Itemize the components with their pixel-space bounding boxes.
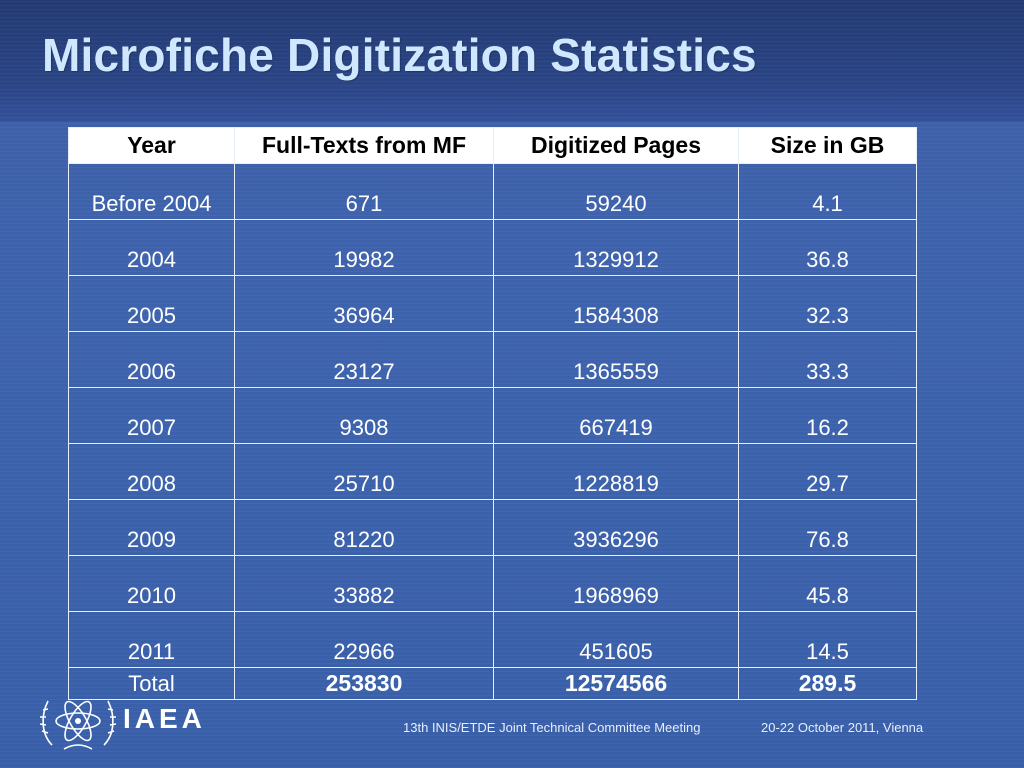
- cell-full-texts: 33882: [234, 555, 494, 612]
- cell-year: Before 2004: [68, 163, 235, 220]
- footer-date-text: 20-22 October 2011, Vienna: [761, 720, 924, 735]
- table-row: 2009 81220 3936296 76.8: [68, 499, 917, 556]
- page-title: Microfiche Digitization Statistics: [42, 29, 757, 81]
- cell-size-gb: 32.3: [738, 275, 917, 332]
- cell-digitized-pages: 1228819: [493, 443, 739, 500]
- column-header-size-gb: Size in GB: [738, 127, 917, 164]
- cell-year: 2007: [68, 387, 235, 444]
- cell-digitized-pages: 667419: [493, 387, 739, 444]
- table-row: 2006 23127 1365559 33.3: [68, 331, 917, 388]
- footer-meeting-text: 13th INIS/ETDE Joint Technical Committee…: [403, 720, 701, 735]
- cell-size-gb: 16.2: [738, 387, 917, 444]
- cell-digitized-pages: 3936296: [493, 499, 739, 556]
- total-size-gb: 289.5: [738, 667, 917, 700]
- iaea-wordmark: IAEA: [123, 703, 206, 734]
- iaea-atom-wreath-logo-icon: [39, 700, 117, 750]
- cell-full-texts: 22966: [234, 611, 494, 668]
- table-row: 2010 33882 1968969 45.8: [68, 555, 917, 612]
- total-digitized-pages: 12574566: [493, 667, 739, 700]
- cell-size-gb: 14.5: [738, 611, 917, 668]
- cell-year: 2006: [68, 331, 235, 388]
- cell-size-gb: 4.1: [738, 163, 917, 220]
- column-header-digitized-pages: Digitized Pages: [493, 127, 739, 164]
- table-row: Before 2004 671 59240 4.1: [68, 163, 917, 220]
- cell-size-gb: 36.8: [738, 219, 917, 276]
- cell-full-texts: 25710: [234, 443, 494, 500]
- cell-size-gb: 29.7: [738, 443, 917, 500]
- cell-year: 2011: [68, 611, 235, 668]
- cell-digitized-pages: 1329912: [493, 219, 739, 276]
- cell-size-gb: 33.3: [738, 331, 917, 388]
- iaea-logo: [38, 687, 228, 757]
- cell-full-texts: 81220: [234, 499, 494, 556]
- total-full-texts: 253830: [234, 667, 494, 700]
- table-row: 2007 9308 667419 16.2: [68, 387, 917, 444]
- table-row: 2011 22966 451605 14.5: [68, 611, 917, 668]
- statistics-table: Year Full-Texts from MF Digitized Pages …: [68, 127, 917, 700]
- cell-digitized-pages: 1584308: [493, 275, 739, 332]
- table-row: 2005 36964 1584308 32.3: [68, 275, 917, 332]
- total-label: Total: [68, 667, 235, 700]
- table-header-row: Year Full-Texts from MF Digitized Pages …: [68, 127, 917, 164]
- cell-year: 2004: [68, 219, 235, 276]
- cell-full-texts: 19982: [234, 219, 494, 276]
- cell-year: 2005: [68, 275, 235, 332]
- cell-digitized-pages: 451605: [493, 611, 739, 668]
- header-band: [0, 0, 1024, 122]
- table-row: 2004 19982 1329912 36.8: [68, 219, 917, 276]
- column-header-year: Year: [68, 127, 235, 164]
- cell-year: 2010: [68, 555, 235, 612]
- cell-size-gb: 45.8: [738, 555, 917, 612]
- cell-year: 2009: [68, 499, 235, 556]
- cell-full-texts: 36964: [234, 275, 494, 332]
- cell-year: 2008: [68, 443, 235, 500]
- cell-digitized-pages: 1968969: [493, 555, 739, 612]
- table-row: 2008 25710 1228819 29.7: [68, 443, 917, 500]
- cell-size-gb: 76.8: [738, 499, 917, 556]
- cell-digitized-pages: 59240: [493, 163, 739, 220]
- total-row: Total 253830 12574566 289.5: [68, 667, 917, 700]
- column-header-full-texts: Full-Texts from MF: [234, 127, 494, 164]
- cell-full-texts: 9308: [234, 387, 494, 444]
- cell-full-texts: 671: [234, 163, 494, 220]
- cell-digitized-pages: 1365559: [493, 331, 739, 388]
- cell-full-texts: 23127: [234, 331, 494, 388]
